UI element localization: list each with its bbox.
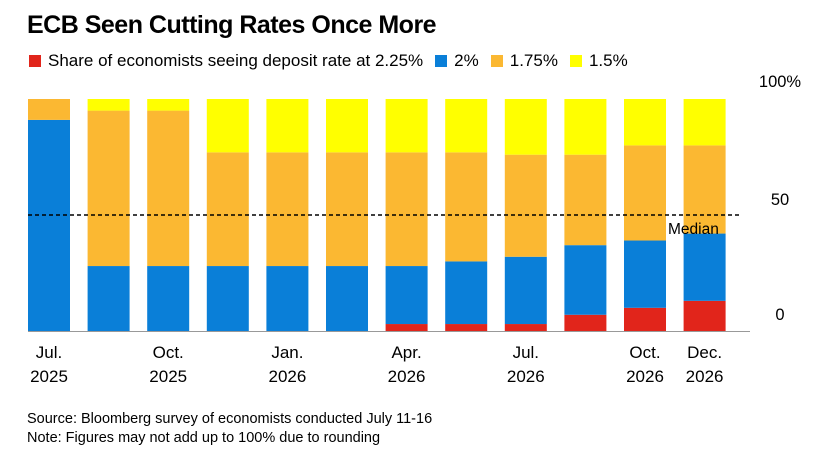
bar-segment-r175-7	[445, 152, 488, 262]
x-tick-label-6-month: Apr.	[391, 343, 421, 362]
bar-segment-r200-0	[28, 119, 70, 331]
bar-segment-r225-10	[624, 307, 666, 331]
bar-segment-r150-5	[326, 99, 368, 153]
legend-label-2.25: Share of economists seeing deposit rate …	[48, 51, 424, 70]
bar-segment-r175-6	[385, 152, 428, 267]
bar-segment-r150-2	[147, 99, 190, 111]
legend-swatch-yellow	[569, 55, 582, 67]
bar-segment-r150-3	[206, 99, 249, 153]
bar-segment-r175-9	[564, 154, 607, 246]
bar-segment-r175-5	[326, 152, 368, 267]
bar-segment-r150-9	[564, 99, 607, 155]
y-tick-label-50: 50	[771, 191, 789, 209]
legend-swatch-orange	[490, 55, 503, 67]
bar-segment-r225-11	[683, 300, 726, 331]
x-tick-label-2-month: Oct.	[153, 343, 184, 362]
chart-title: ECB Seen Cutting Rates Once More	[27, 11, 437, 39]
rounding-note: Note: Figures may not add up to 100% due…	[27, 430, 381, 446]
bar-segment-r150-11	[683, 99, 726, 146]
bar-segment-r150-7	[445, 99, 488, 153]
bar-segment-r200-11	[683, 233, 726, 301]
median-label: Median	[668, 221, 719, 238]
x-tick-label-10-year: 2026	[626, 367, 664, 386]
bar-segment-r225-9	[564, 314, 607, 331]
bar-segment-r200-10	[624, 240, 666, 308]
legend-item-2.25: Share of economists seeing deposit rate …	[29, 51, 423, 71]
bar-segment-r200-7	[445, 261, 488, 325]
x-tick-label-11-month: Dec.	[687, 343, 722, 362]
bar-segment-r150-8	[504, 99, 547, 155]
bar-segment-r200-3	[206, 266, 249, 331]
bar-segment-r200-2	[147, 266, 190, 331]
bar-segment-r175-1	[87, 110, 130, 267]
x-tick-label-2-year: 2025	[149, 367, 187, 386]
bar-segment-r200-6	[385, 266, 428, 325]
legend-label-1.75: 1.75%	[509, 51, 558, 70]
legend-swatch-red	[29, 55, 41, 67]
bar-segment-r175-10	[624, 145, 666, 241]
legend-item-2: 2%	[435, 51, 479, 71]
x-tick-label-8-month: Jul.	[513, 343, 539, 362]
legend-label-2: 2%	[454, 51, 479, 70]
bar-segment-r175-0	[28, 99, 70, 120]
bar-segment-r200-8	[504, 256, 547, 325]
source-note: Source: Bloomberg survey of economists c…	[27, 411, 433, 427]
legend-item-1.75: 1.75%	[490, 51, 558, 71]
bar-segment-r175-4	[266, 152, 309, 267]
x-tick-label-10-month: Oct.	[629, 343, 660, 362]
x-tick-label-6-year: 2026	[388, 367, 426, 386]
x-tick-label-8-year: 2026	[507, 367, 545, 386]
x-tick-label-4-year: 2026	[268, 367, 306, 386]
bar-segment-r175-2	[147, 110, 190, 267]
legend-item-1.5: 1.5%	[569, 51, 628, 71]
bar-segment-r175-11	[683, 145, 726, 234]
bar-segment-r225-6	[385, 324, 428, 331]
y-tick-label-0: 0	[775, 306, 784, 324]
legend: Share of economists seeing deposit rate …	[29, 51, 640, 71]
bar-segment-r200-4	[266, 266, 309, 331]
bar-segment-r225-7	[445, 324, 488, 331]
x-tick-label-0-month: Jul.	[36, 343, 62, 362]
legend-label-1.5: 1.5%	[588, 51, 628, 70]
bar-segment-r200-5	[326, 266, 368, 331]
x-tick-label-4-month: Jan.	[271, 343, 303, 362]
legend-swatch-blue	[435, 55, 448, 67]
x-tick-label-0-year: 2025	[30, 367, 68, 386]
bar-segment-r200-9	[564, 245, 607, 315]
bar-segment-r150-4	[266, 99, 309, 153]
bar-segment-r150-1	[87, 99, 130, 111]
bar-segment-r200-1	[87, 266, 130, 331]
bar-segment-r150-10	[624, 99, 666, 146]
x-tick-label-11-year: 2026	[686, 367, 724, 386]
bar-segment-r175-8	[504, 154, 547, 257]
bar-segment-r175-3	[206, 152, 249, 267]
bar-segment-r225-8	[504, 324, 547, 331]
y-tick-label-100: 100%	[759, 73, 802, 91]
bar-segment-r150-6	[385, 99, 428, 153]
